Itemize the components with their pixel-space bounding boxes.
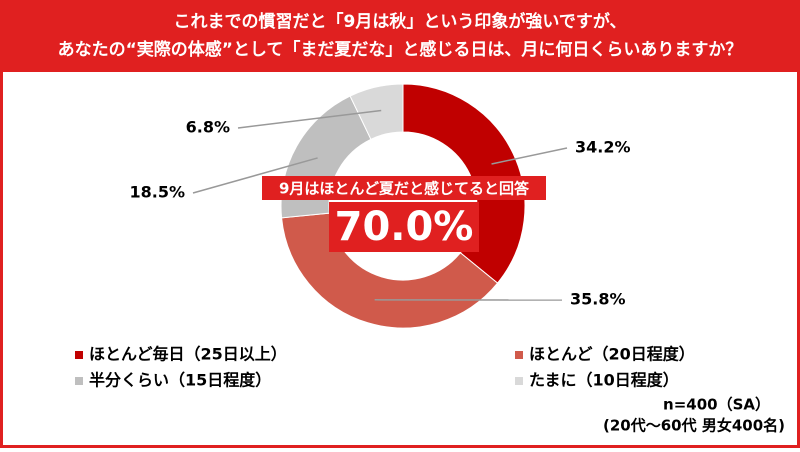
legend-swatch [75,351,83,359]
legend-label: ほとんど毎日（25日以上） [89,345,287,364]
legend-swatch [515,377,523,385]
center-value: 70.0% [335,204,474,250]
title-line: あなたの“実際の体感”として「まだ夏だな」と感じる日は、月に何日くらいありますか… [58,39,743,60]
center-caption: 9月はほとんど夏だと感じてると回答 [279,180,530,198]
legend-label: ほとんど（20日程度） [529,345,695,364]
legend-label: たまに（10日程度） [529,371,679,390]
title-banner [0,0,800,72]
legend-swatch [515,351,523,359]
data-label: 34.2% [575,138,631,157]
legend-label: 半分くらい（15日程度） [89,371,271,390]
note: n=400（SA） [663,396,770,414]
data-label: 35.8% [570,290,626,309]
legend-swatch [75,377,83,385]
data-label: 6.8% [186,118,230,137]
title-line: これまでの慣習だと「9月は秋」という印象が強いですが、 [174,11,627,32]
data-label: 18.5% [129,183,185,202]
note: (20代～60代 男女400名) [603,417,785,435]
